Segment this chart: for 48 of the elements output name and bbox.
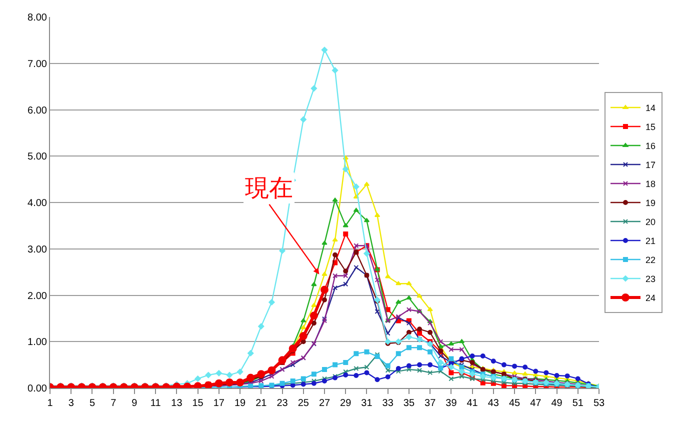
y-tick-label: 0.00 xyxy=(28,384,48,394)
y-tick-label: 8.00 xyxy=(28,12,48,24)
x-tick-label: 9 xyxy=(132,398,138,409)
legend-label: 24 xyxy=(645,293,656,304)
y-tick-label: 5.00 xyxy=(28,152,48,163)
x-tick-label: 45 xyxy=(508,398,521,409)
x-tick-label: 47 xyxy=(530,398,542,409)
x-tick-label: 31 xyxy=(361,398,373,409)
x-tick-label: 33 xyxy=(382,398,394,409)
x-tick-label: 19 xyxy=(234,398,246,409)
x-tick-label: 7 xyxy=(110,398,117,409)
legend-label: 23 xyxy=(645,274,656,284)
legend-label: 17 xyxy=(645,160,656,170)
x-tick-label: 27 xyxy=(318,398,330,409)
x-tick-label: 29 xyxy=(340,398,352,409)
x-tick-label: 25 xyxy=(298,398,310,409)
y-tick-label: 4.00 xyxy=(28,198,48,209)
x-tick-label: 1 xyxy=(47,398,54,409)
x-tick-label: 43 xyxy=(488,398,500,409)
legend-label: 20 xyxy=(645,217,656,228)
legend-label: 14 xyxy=(645,103,656,114)
x-tick-label: 11 xyxy=(150,398,162,409)
x-tick-label: 15 xyxy=(192,398,204,409)
x-tick-label: 5 xyxy=(89,398,96,409)
y-tick-label: 7.00 xyxy=(28,58,48,70)
y-tick-label: 6.00 xyxy=(28,105,48,116)
x-tick-label: 35 xyxy=(403,398,415,409)
legend-label: 19 xyxy=(645,198,656,208)
y-tick-label: 1.00 xyxy=(28,337,48,348)
x-tick-label: 37 xyxy=(424,398,436,409)
y-tick-label: 2.00 xyxy=(28,290,48,302)
x-tick-label: 51 xyxy=(572,398,584,409)
x-tick-label: 3 xyxy=(68,398,74,409)
annotation: 現在 xyxy=(245,174,293,202)
y-tick-label: 3.00 xyxy=(28,244,48,256)
x-tick-label: 49 xyxy=(551,398,563,409)
legend-label: 22 xyxy=(645,255,656,266)
x-tick-label: 13 xyxy=(171,398,183,409)
legend-label: 16 xyxy=(645,141,656,152)
x-tick-label: 17 xyxy=(213,398,225,409)
x-tick-label: 23 xyxy=(276,398,288,409)
x-tick-label: 41 xyxy=(466,398,478,409)
x-tick-label: 53 xyxy=(593,398,605,409)
x-tick-label: 39 xyxy=(446,398,458,409)
x-tick-label: 21 xyxy=(256,398,268,409)
legend-label: 18 xyxy=(645,179,656,190)
legend-label: 21 xyxy=(645,236,656,246)
legend-label: 15 xyxy=(645,122,656,132)
